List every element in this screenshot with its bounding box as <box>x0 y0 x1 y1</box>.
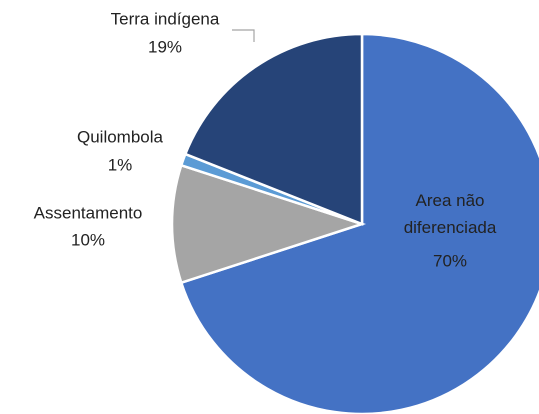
pie-slice <box>183 32 364 226</box>
value-label: 19% <box>148 37 182 56</box>
label-line: Area não <box>416 191 485 210</box>
category-label: Area não diferenciada <box>404 191 497 237</box>
category-label: Assentamento <box>34 203 143 222</box>
value-label: 1% <box>108 155 133 174</box>
pie-slice <box>170 163 367 285</box>
value-label: 10% <box>71 230 105 249</box>
leader-line <box>232 29 255 42</box>
pie-slice <box>179 32 539 414</box>
label-line: diferenciada <box>404 218 497 237</box>
category-label: Terra indígena <box>111 9 220 28</box>
category-label: Quilombola <box>77 127 164 146</box>
value-label: 70% <box>433 251 467 270</box>
